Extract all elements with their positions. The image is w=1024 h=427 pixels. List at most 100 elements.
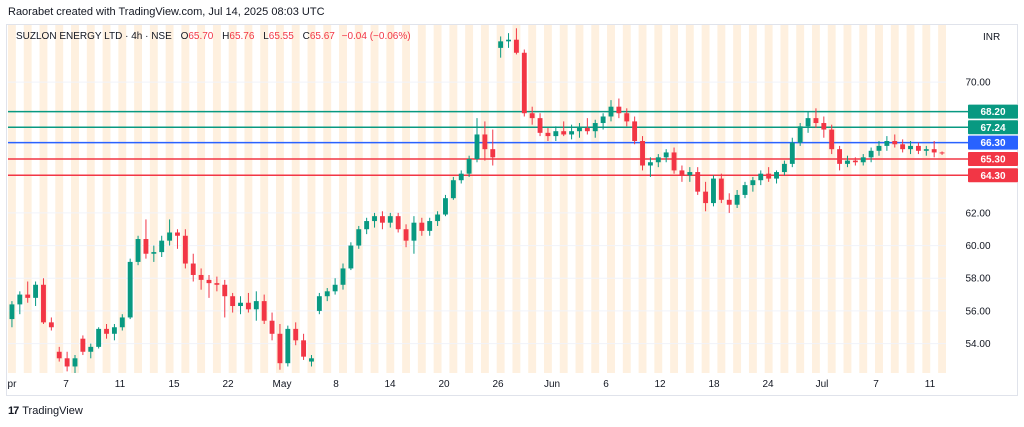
chart-frame [6,24,1018,396]
candle-body [387,216,393,223]
candle-body [466,158,472,174]
candle-body [238,302,243,307]
session-band [654,25,663,373]
candle-body [821,123,827,130]
x-tick-label: pr [8,379,18,390]
x-tick-label: 18 [708,379,720,390]
session-band [197,25,206,373]
candle-body [450,180,456,199]
candle-body [245,302,251,310]
candle-body [41,284,46,323]
candle-body [159,240,165,253]
candle-body [435,214,441,222]
candle-body [852,160,858,163]
session-band [607,25,615,373]
session-band [859,25,868,373]
chart-attribution: Raorabet created with TradingView.com, J… [8,6,325,18]
session-band [370,25,379,373]
candle-body [789,142,795,164]
x-tick-label: 7 [63,379,69,390]
session-band [764,25,773,373]
candle-body [513,39,519,53]
candle-body [190,263,196,275]
candle-body [506,39,511,42]
candle-body [600,116,606,124]
candle-body [17,294,23,305]
session-band [496,25,505,373]
session-band [23,25,32,373]
candle-body [340,268,346,285]
session-band [118,25,127,373]
candle-body [868,150,874,158]
candle-body [703,191,709,204]
candle-body [584,127,590,132]
candle-body [104,328,109,334]
candle-body [679,170,685,176]
candle-body [356,229,362,246]
price-level-badge [968,168,1018,183]
candle-body [766,173,772,179]
candle-body [892,141,898,145]
candle-body [805,118,811,127]
candle-body [632,121,638,141]
candle-body [56,351,62,359]
candle-body [25,294,31,298]
candle-body [198,274,204,280]
session-band [291,25,300,373]
candle-body [88,346,94,352]
session-band [591,25,600,373]
price-level-label: 65.30 [980,154,1005,165]
candle-body [553,131,559,137]
x-tick-label: 15 [168,379,180,390]
session-band [276,25,284,373]
session-band [480,25,489,373]
currency-label[interactable]: INR [983,32,1001,43]
x-tick-label: 11 [115,379,126,390]
tradingview-logo[interactable]: 17 TradingView [8,405,83,417]
price-level-badge [968,151,1018,166]
candle-body [293,328,299,341]
candle-body [671,152,677,171]
candle-body [151,252,157,254]
session-band [55,25,64,373]
candle-body [813,118,819,124]
candle-body [285,328,291,364]
candle-body [119,317,125,328]
price-level-badge [968,135,1018,150]
candle-body [876,145,882,151]
x-tick-label: 7 [873,379,879,390]
x-tick-label: 24 [762,379,774,390]
session-highlight-layer [8,25,946,373]
close-value: 65.67 [309,31,335,42]
candle-body [797,126,803,143]
candle-body [222,284,228,297]
session-band [622,25,631,373]
x-tick-label: 26 [492,379,504,390]
x-tick-label: 14 [384,379,396,390]
candle-body [687,172,693,176]
candle-body [72,358,78,367]
high-value: 65.76 [229,31,255,42]
high-label: H [222,31,230,42]
candle-body [253,301,259,310]
candle-body [332,284,338,292]
tradingview-logo-icon: 17 [8,405,19,417]
candles-layer [9,28,945,373]
candle-body [939,152,945,154]
session-band [575,25,584,373]
candle-body [111,327,117,334]
price-level-badge [968,120,1018,135]
symbol-title: SUZLON ENERGY LTD · 4h · NSE [16,31,172,42]
candle-body [734,194,740,205]
session-band [354,25,363,373]
candle-body [261,301,267,321]
session-band [938,25,946,373]
candle-body [624,113,630,122]
session-band [812,25,820,373]
candle-body [884,141,890,146]
candle-body [364,221,370,230]
price-level-label: 68.20 [980,107,1005,118]
candle-body [561,131,567,135]
session-band [796,25,805,373]
